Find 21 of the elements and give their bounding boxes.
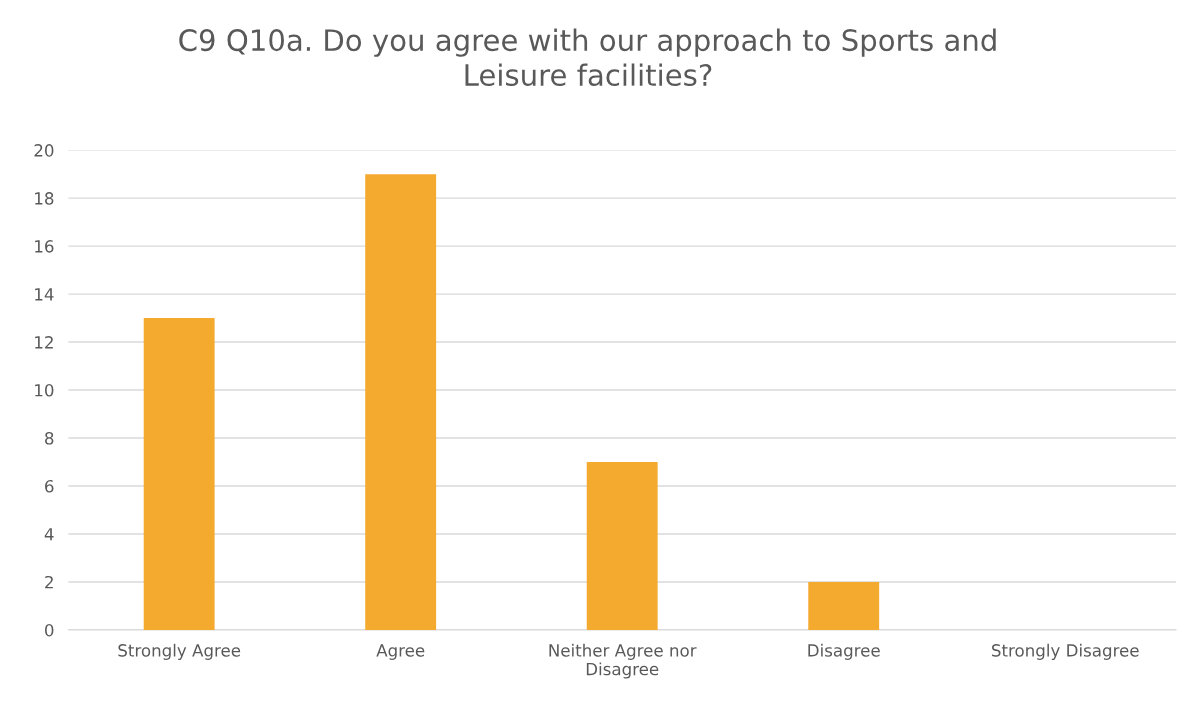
y-tick-label: 18 (35, 192, 54, 205)
bar (808, 581, 880, 630)
y-tick-label: 16 (35, 240, 54, 253)
y-tick-label: 10 (35, 383, 54, 397)
chart-title: C9 Q10a. Do you agree with our approach to Sports and Leisure facilities? (179, 28, 996, 87)
y-tick-label: 6 (45, 479, 54, 493)
y-tick-label: 12 (35, 336, 53, 349)
x-tick-label: Neither Agree nor Disagree (549, 643, 697, 679)
y-tick-label: 14 (35, 288, 54, 301)
y-tick-label: 20 (34, 144, 54, 157)
x-tick-label: Strongly Disagree (992, 643, 1139, 660)
y-tick-label: 2 (45, 575, 53, 589)
y-tick-label: 8 (45, 431, 54, 445)
x-tick-label: Strongly Agree (118, 643, 241, 660)
y-tick-label: 0 (45, 623, 54, 637)
x-tick-label: Disagree (808, 643, 880, 660)
bar (586, 462, 658, 630)
bar (143, 318, 215, 630)
y-tick-label: 4 (44, 528, 54, 541)
x-tick-label: Agree (376, 644, 425, 660)
bar (365, 174, 437, 630)
